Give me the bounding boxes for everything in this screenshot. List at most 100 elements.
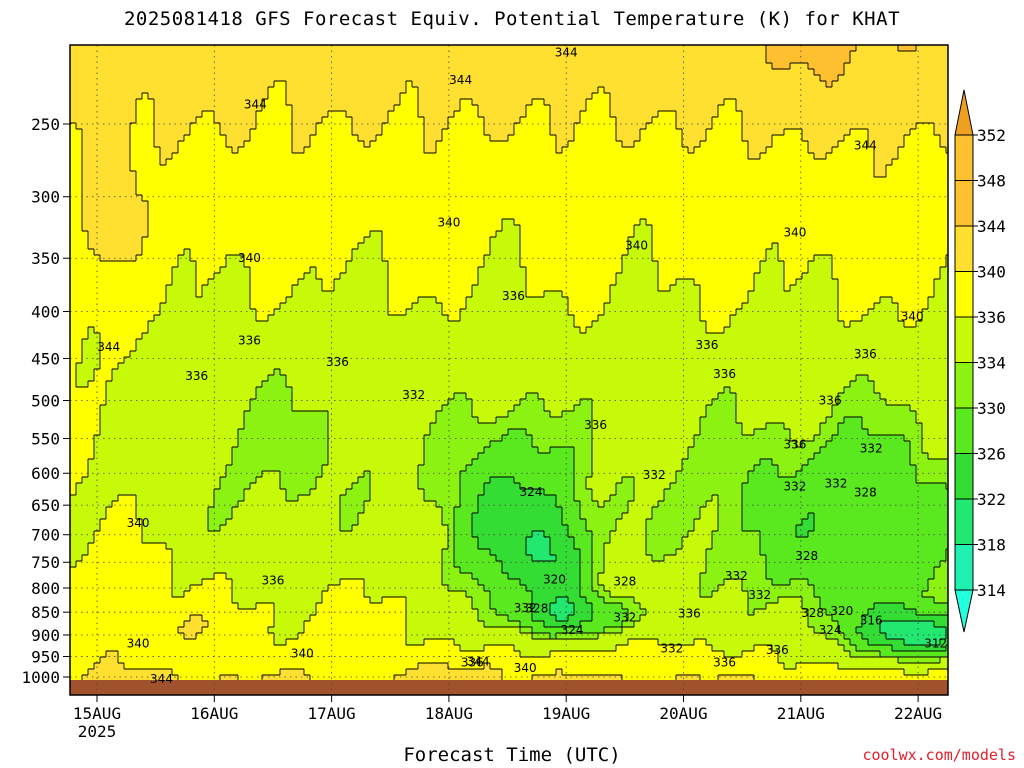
field-cell xyxy=(520,123,527,130)
field-cell xyxy=(250,141,257,148)
field-cell xyxy=(838,69,845,76)
field-cell xyxy=(724,165,731,172)
field-cell xyxy=(694,177,701,184)
field-cell xyxy=(346,165,353,172)
field-cell xyxy=(886,213,893,220)
field-cell xyxy=(886,237,893,244)
field-cell xyxy=(340,117,347,124)
field-cell xyxy=(178,219,185,226)
field-cell xyxy=(706,123,713,130)
field-cell xyxy=(568,201,575,208)
field-cell xyxy=(880,165,887,172)
field-cell xyxy=(808,201,815,208)
field-cell xyxy=(100,213,107,220)
field-cell xyxy=(946,69,948,76)
field-cell xyxy=(826,69,833,76)
field-cell xyxy=(208,237,215,244)
field-cell xyxy=(160,99,167,106)
field-cell xyxy=(148,81,155,88)
field-cell xyxy=(826,75,833,82)
field-cell xyxy=(904,237,911,244)
field-cell xyxy=(628,183,635,190)
field-cell xyxy=(934,189,941,196)
field-cell xyxy=(706,165,713,172)
field-cell xyxy=(286,159,293,166)
field-cell xyxy=(82,231,89,238)
field-cell xyxy=(172,201,179,208)
field-cell xyxy=(502,201,509,208)
field-cell xyxy=(538,129,545,136)
field-cell xyxy=(250,75,257,82)
field-cell xyxy=(622,147,629,154)
field-cell xyxy=(316,69,323,76)
field-cell xyxy=(304,243,311,250)
field-cell xyxy=(346,183,353,190)
field-cell xyxy=(232,81,239,88)
field-cell xyxy=(286,165,293,172)
field-cell xyxy=(322,135,329,142)
field-cell xyxy=(862,69,869,76)
field-cell xyxy=(808,171,815,178)
field-cell xyxy=(808,63,815,70)
field-cell xyxy=(358,75,365,82)
field-cell xyxy=(556,105,563,112)
field-cell xyxy=(748,51,755,58)
field-cell xyxy=(748,87,755,94)
field-cell xyxy=(106,63,113,70)
field-cell xyxy=(694,237,701,244)
field-cell xyxy=(370,177,377,184)
field-cell xyxy=(670,105,677,112)
field-cell xyxy=(190,45,197,52)
field-cell xyxy=(478,195,485,202)
field-cell xyxy=(562,51,569,58)
field-cell xyxy=(742,99,749,106)
field-cell xyxy=(880,63,887,70)
field-cell xyxy=(334,177,341,184)
field-cell xyxy=(838,129,845,136)
field-cell xyxy=(646,153,653,160)
field-cell xyxy=(172,123,179,130)
field-cell xyxy=(202,45,209,52)
field-cell xyxy=(604,111,611,118)
field-cell xyxy=(700,135,707,142)
field-cell xyxy=(118,105,125,112)
field-cell xyxy=(208,219,215,226)
field-cell xyxy=(538,219,545,226)
field-cell xyxy=(562,87,569,94)
field-cell xyxy=(214,93,221,100)
field-cell xyxy=(214,201,221,208)
field-cell xyxy=(262,111,269,118)
field-cell xyxy=(376,99,383,106)
field-cell xyxy=(256,147,263,154)
field-cell xyxy=(268,135,275,142)
field-cell xyxy=(622,57,629,64)
field-cell xyxy=(892,99,899,106)
field-cell xyxy=(526,117,533,124)
field-cell xyxy=(760,153,767,160)
field-cell xyxy=(232,165,239,172)
field-cell xyxy=(598,225,605,232)
field-cell xyxy=(610,111,617,118)
field-cell xyxy=(742,183,749,190)
field-cell xyxy=(856,129,863,136)
field-cell xyxy=(142,141,149,148)
field-cell xyxy=(592,141,599,148)
field-cell xyxy=(676,93,683,100)
field-cell xyxy=(610,231,617,238)
field-cell xyxy=(214,171,221,178)
field-cell xyxy=(454,213,461,220)
field-cell xyxy=(364,183,371,190)
field-cell xyxy=(502,75,509,82)
field-cell xyxy=(346,213,353,220)
field-cell xyxy=(388,177,395,184)
field-cell xyxy=(718,183,725,190)
field-cell xyxy=(316,165,323,172)
field-cell xyxy=(298,69,305,76)
field-cell xyxy=(280,189,287,196)
field-cell xyxy=(142,99,149,106)
field-cell xyxy=(838,159,845,166)
field-cell xyxy=(238,219,245,226)
field-cell xyxy=(748,171,755,178)
field-cell xyxy=(334,147,341,154)
field-cell xyxy=(316,117,323,124)
